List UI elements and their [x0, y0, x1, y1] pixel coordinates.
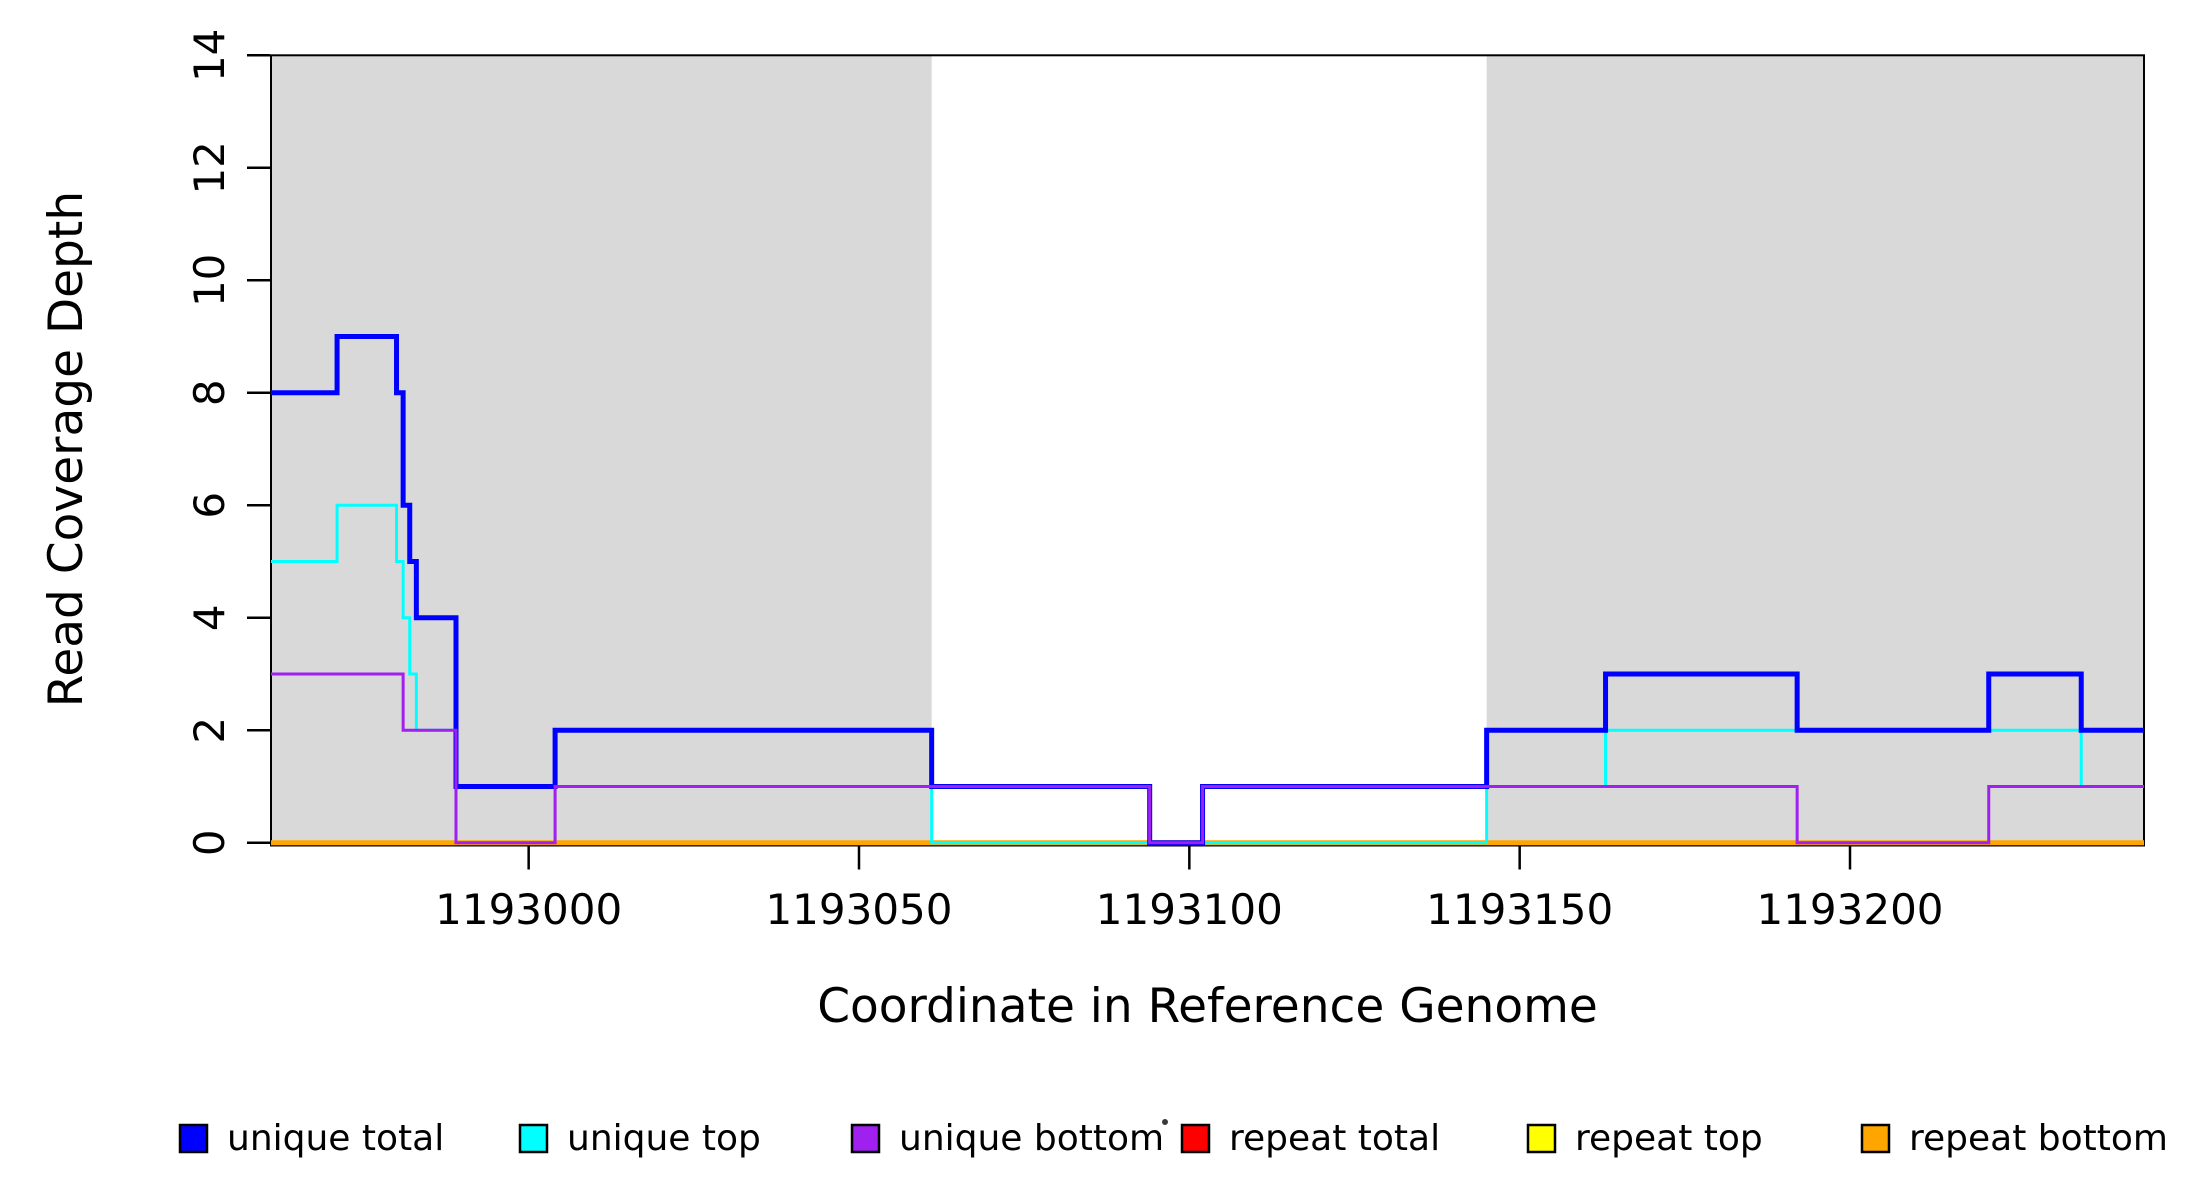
- legend-swatch-unique-bottom: [850, 1123, 881, 1154]
- legend-swatch-unique-top: [518, 1123, 549, 1154]
- shaded-region: [271, 55, 932, 846]
- x-tick-label: 1193100: [1096, 885, 1283, 934]
- legend-swatch-repeat-total: [1180, 1123, 1211, 1154]
- legend-label-unique-top: unique top: [567, 1118, 761, 1159]
- legend-label-unique-bottom: unique bottom: [899, 1118, 1164, 1159]
- y-tick-label: 0: [185, 829, 234, 856]
- y-tick-label: 2: [185, 717, 234, 744]
- legend-label-repeat-total: repeat total: [1229, 1118, 1440, 1159]
- y-tick-label: 4: [185, 604, 234, 631]
- legend-swatch-repeat-top: [1526, 1123, 1557, 1154]
- legend-swatch-unique-total: [178, 1123, 209, 1154]
- legend-label-unique-total: unique total: [227, 1118, 444, 1159]
- x-tick-label: 1193150: [1426, 885, 1613, 934]
- y-tick-label: 14: [185, 29, 234, 82]
- x-tick-label: 1193050: [765, 885, 952, 934]
- y-axis-title: Read Coverage Depth: [39, 191, 94, 707]
- y-tick-label: 6: [185, 492, 234, 519]
- x-axis-title: Coordinate in Reference Genome: [817, 979, 1598, 1034]
- legend-label-repeat-top: repeat top: [1575, 1118, 1763, 1159]
- y-tick-label: 10: [185, 254, 234, 307]
- x-tick-label: 1193200: [1756, 885, 1943, 934]
- plot-border: [270, 54, 2145, 847]
- legend-swatch-repeat-bottom: [1860, 1123, 1891, 1154]
- x-tick-label: 1193000: [435, 885, 622, 934]
- legend-label-repeat-bottom: repeat bottom: [1909, 1118, 2168, 1159]
- y-tick-label: 12: [185, 141, 234, 194]
- shaded-region: [1486, 55, 2144, 846]
- legend-stray-dot-artifact: [1162, 1119, 1168, 1125]
- y-tick-label: 8: [185, 379, 234, 406]
- series-line-unique-total: [271, 334, 2144, 846]
- series-line-unique-bottom: [271, 672, 2144, 845]
